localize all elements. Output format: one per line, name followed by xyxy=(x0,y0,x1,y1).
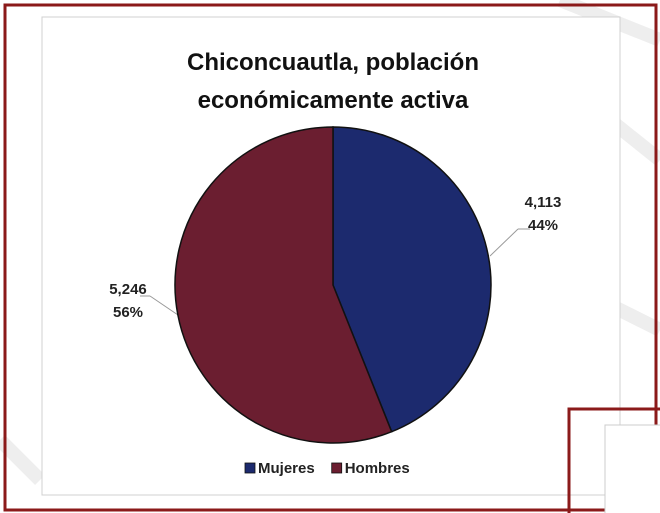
legend-swatch xyxy=(331,462,343,474)
legend-label: Hombres xyxy=(345,460,410,477)
pie-slice xyxy=(174,126,393,444)
leader-line xyxy=(489,228,519,257)
percent-label: 56% xyxy=(113,304,143,321)
data-label: 4,113 xyxy=(525,194,562,211)
pie-slice xyxy=(332,126,492,433)
outer-frame xyxy=(3,3,658,512)
legend-label: Mujeres xyxy=(258,460,315,477)
second-chart-area xyxy=(604,424,660,513)
leader-line xyxy=(149,295,179,316)
legend-swatch xyxy=(244,462,256,474)
chart-title: Chiconcuautla, población económicamente … xyxy=(186,49,480,114)
data-label: 5,246 xyxy=(109,281,147,298)
percent-label: 44% xyxy=(528,217,558,234)
second-frame xyxy=(567,407,660,513)
